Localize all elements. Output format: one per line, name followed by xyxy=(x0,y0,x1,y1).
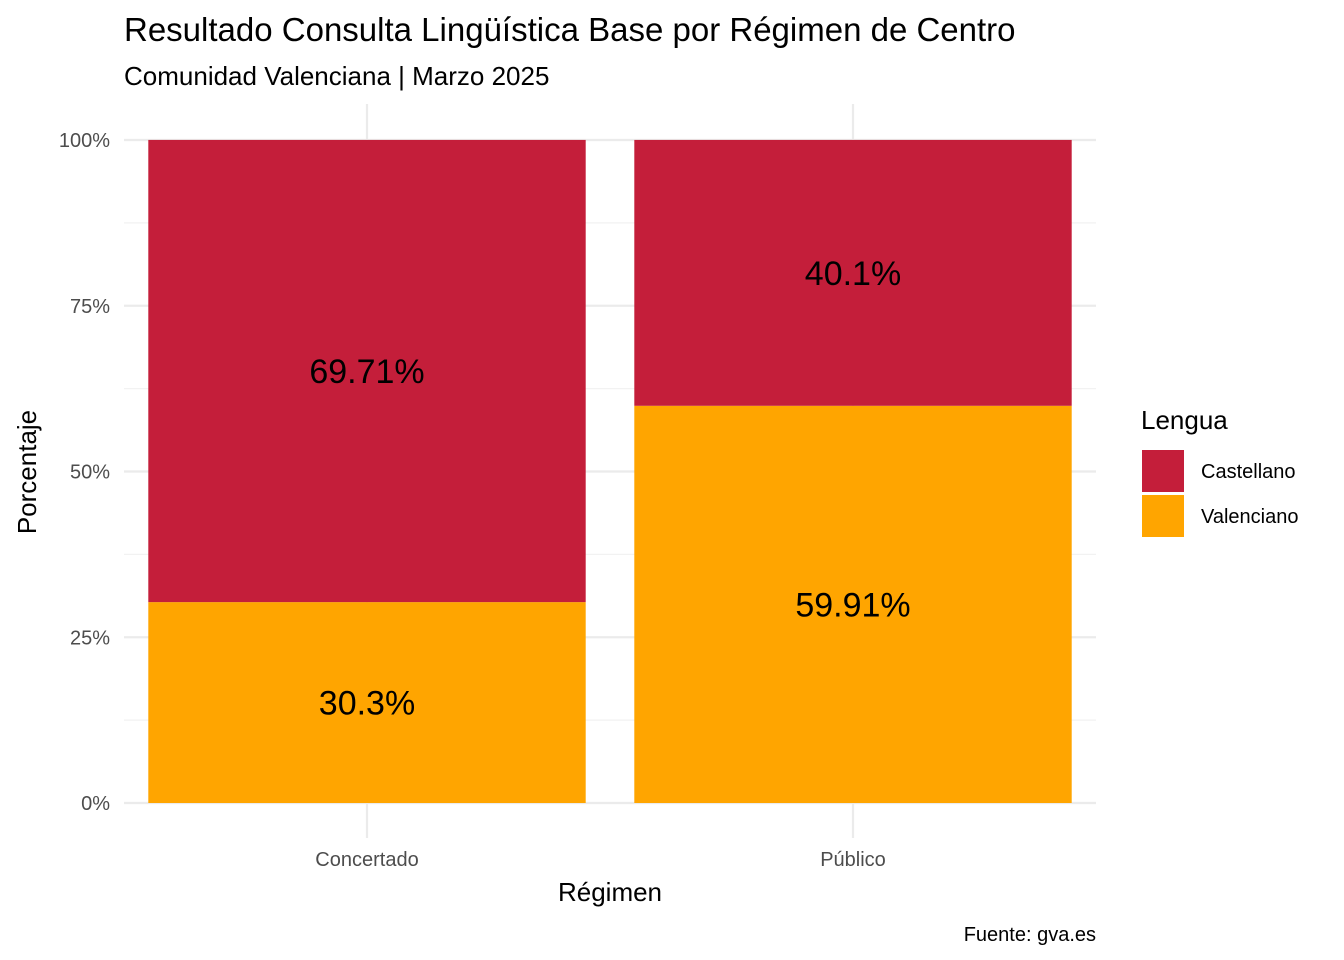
bar-valenciano-concertado xyxy=(148,602,586,803)
x-axis-ticks: Concertado Público xyxy=(315,849,886,871)
y-tick-label: 0% xyxy=(81,793,110,815)
x-tick-label: Concertado xyxy=(315,849,418,871)
x-tick-label: Público xyxy=(820,849,886,871)
y-axis-ticks: 0% 25% 50% 75% 100% xyxy=(59,130,110,815)
y-tick-label: 75% xyxy=(70,296,110,318)
y-tick-label: 50% xyxy=(70,462,110,484)
legend: Lengua Castellano Valenciano xyxy=(1141,405,1298,537)
bar-castellano-concertado xyxy=(148,139,586,603)
bar-valenciano-público xyxy=(634,405,1072,803)
bar-label: 59.91% xyxy=(795,586,910,624)
legend-label-valenciano: Valenciano xyxy=(1201,506,1298,528)
chart-subtitle: Comunidad Valenciana | Marzo 2025 xyxy=(124,61,549,91)
legend-swatch-castellano xyxy=(1142,450,1184,492)
bar-label: 30.3% xyxy=(319,685,415,723)
bar-labels: 30.3% 69.71% 59.91% 40.1% xyxy=(309,255,910,723)
y-tick-label: 25% xyxy=(70,627,110,649)
chart-title: Resultado Consulta Lingüística Base por … xyxy=(124,11,1016,48)
bar-label: 69.71% xyxy=(309,353,424,391)
bar-castellano-público xyxy=(634,139,1072,406)
legend-swatch-valenciano xyxy=(1142,495,1184,537)
x-axis-title: Régimen xyxy=(558,877,662,907)
bars xyxy=(148,139,1072,803)
legend-title: Lengua xyxy=(1141,405,1228,435)
y-tick-label: 100% xyxy=(59,130,110,152)
y-axis-title: Porcentaje xyxy=(12,410,42,534)
bar-label: 40.1% xyxy=(805,255,901,293)
chart-caption: Fuente: gva.es xyxy=(964,924,1096,946)
legend-label-castellano: Castellano xyxy=(1201,461,1296,483)
